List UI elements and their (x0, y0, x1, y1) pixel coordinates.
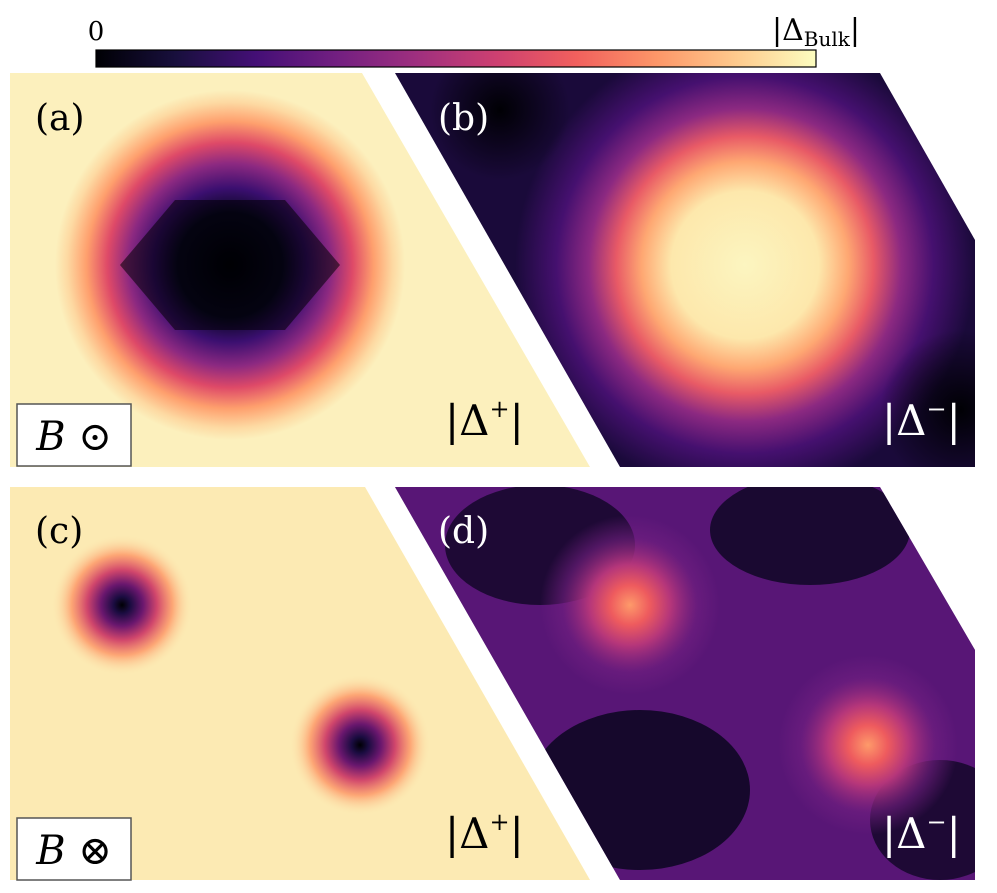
panel-label-c: (c) (35, 511, 83, 552)
vortex-c-2 (290, 675, 430, 815)
quantity-label-a: |Δ+| (445, 395, 524, 445)
vortex-c-1 (52, 535, 192, 675)
field-box-down: B ⊗ (16, 817, 132, 881)
svg-text:B ⊙: B ⊙ (35, 414, 112, 460)
panel-label-a: (a) (35, 98, 85, 139)
quantity-label-d: |Δ−| (882, 808, 961, 858)
quantity-label-c: |Δ+| (445, 808, 524, 858)
dark-region-d-2 (710, 487, 910, 585)
vortex-core-a (120, 200, 340, 330)
field-box-up: B ⊙ (16, 403, 132, 467)
bright-spot-d-1 (540, 515, 720, 695)
colorbar-min-label: 0 (88, 17, 105, 47)
svg-text:B ⊗: B ⊗ (35, 828, 112, 874)
panel-label-b: (b) (438, 98, 489, 139)
panel-label-d: (d) (438, 511, 489, 552)
colorbar-max-label: |ΔBulk| (772, 13, 860, 51)
bright-spot-d-2 (778, 655, 958, 835)
colorbar: 0 |ΔBulk| (88, 13, 860, 68)
colorbar-gradient (95, 49, 817, 68)
quantity-label-b: |Δ−| (882, 395, 961, 445)
